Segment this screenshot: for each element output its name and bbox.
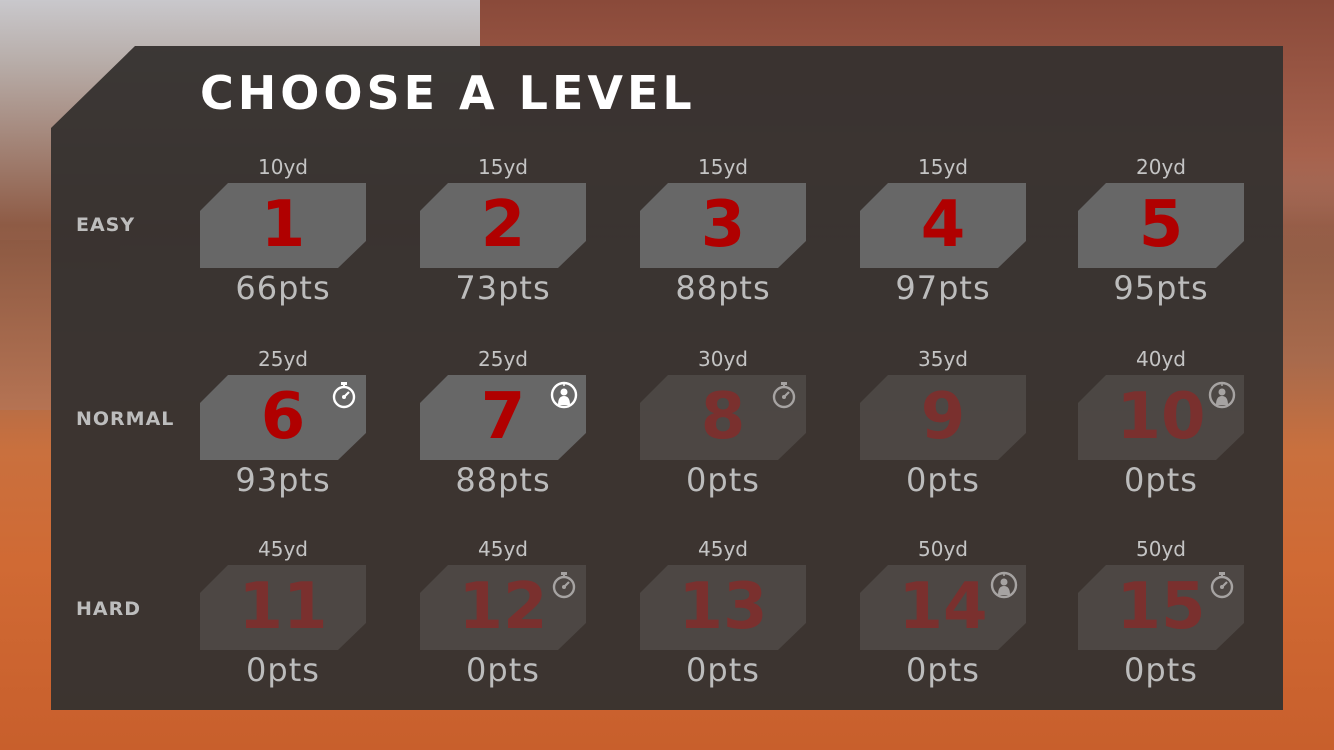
level-button-9[interactable] — [860, 375, 1026, 460]
level-number: 9 — [920, 380, 966, 454]
level-cell: 20yd 5 95pts — [1078, 155, 1244, 333]
difficulty-label: HARD — [76, 598, 142, 620]
level-number: 3 — [700, 188, 746, 262]
stopwatch-icon — [550, 571, 578, 599]
level-number: 11 — [238, 570, 328, 644]
level-points: 97pts — [895, 269, 991, 307]
level-cell: 50yd 15 0pts — [1078, 537, 1244, 715]
level-distance: 45yd — [698, 537, 748, 561]
level-button-5[interactable] — [1078, 183, 1244, 268]
level-distance: 10yd — [258, 155, 308, 179]
level-number: 14 — [898, 570, 988, 644]
level-cell: 25yd 7 88pts — [420, 347, 586, 525]
level-cell: 40yd 10 0pts — [1078, 347, 1244, 525]
level-distance: 50yd — [918, 537, 968, 561]
level-cell: 15yd 3 88pts — [640, 155, 806, 333]
level-button-3[interactable] — [640, 183, 806, 268]
level-number: 2 — [480, 188, 526, 262]
level-points: 88pts — [675, 269, 771, 307]
level-points: 0pts — [906, 461, 980, 499]
page-title: CHOOSE A LEVEL — [200, 66, 696, 120]
level-button-4[interactable] — [860, 183, 1026, 268]
level-button-2[interactable] — [420, 183, 586, 268]
level-button-1[interactable] — [200, 183, 366, 268]
level-points: 0pts — [1124, 651, 1198, 689]
level-cell: 35yd 9 0pts — [860, 347, 1026, 525]
level-number: 4 — [920, 188, 966, 262]
target-person-icon — [1208, 381, 1236, 409]
stopwatch-icon — [330, 381, 358, 409]
level-distance: 40yd — [1136, 347, 1186, 371]
level-number: 10 — [1116, 380, 1206, 454]
level-points: 0pts — [686, 651, 760, 689]
level-cell: 45yd 11 0pts — [200, 537, 366, 715]
stopwatch-icon — [1208, 571, 1236, 599]
level-distance: 25yd — [258, 347, 308, 371]
level-points: 66pts — [235, 269, 331, 307]
level-number: 8 — [700, 380, 746, 454]
level-cell: 25yd 6 93pts — [200, 347, 366, 525]
level-distance: 45yd — [258, 537, 308, 561]
level-distance: 45yd — [478, 537, 528, 561]
level-cell: 45yd 12 0pts — [420, 537, 586, 715]
level-button-14[interactable] — [860, 565, 1026, 650]
level-points: 93pts — [235, 461, 331, 499]
level-distance: 20yd — [1136, 155, 1186, 179]
level-distance: 35yd — [918, 347, 968, 371]
difficulty-label: EASY — [76, 214, 136, 236]
level-cell: 30yd 8 0pts — [640, 347, 806, 525]
level-points: 88pts — [455, 461, 551, 499]
level-button-13[interactable] — [640, 565, 806, 650]
level-number: 12 — [458, 570, 548, 644]
level-distance: 15yd — [698, 155, 748, 179]
level-number: 13 — [678, 570, 768, 644]
level-distance: 50yd — [1136, 537, 1186, 561]
level-number: 7 — [480, 380, 526, 454]
level-number: 1 — [260, 188, 306, 262]
level-button-10[interactable] — [1078, 375, 1244, 460]
level-points: 0pts — [1124, 461, 1198, 499]
level-button-11[interactable] — [200, 565, 366, 650]
target-person-icon — [990, 571, 1018, 599]
level-cell: 10yd 1 66pts — [200, 155, 366, 333]
level-cell: 15yd 2 73pts — [420, 155, 586, 333]
level-distance: 15yd — [478, 155, 528, 179]
level-distance: 25yd — [478, 347, 528, 371]
level-points: 73pts — [455, 269, 551, 307]
target-person-icon — [550, 381, 578, 409]
difficulty-label: NORMAL — [76, 408, 175, 430]
level-cell: 50yd 14 0pts — [860, 537, 1026, 715]
level-number: 5 — [1138, 188, 1184, 262]
level-points: 0pts — [246, 651, 320, 689]
level-cell: 45yd 13 0pts — [640, 537, 806, 715]
level-distance: 15yd — [918, 155, 968, 179]
level-number: 15 — [1116, 570, 1206, 644]
level-points: 95pts — [1113, 269, 1209, 307]
level-distance: 30yd — [698, 347, 748, 371]
level-number: 6 — [260, 380, 306, 454]
level-cell: 15yd 4 97pts — [860, 155, 1026, 333]
level-points: 0pts — [686, 461, 760, 499]
level-points: 0pts — [906, 651, 980, 689]
stopwatch-icon — [770, 381, 798, 409]
level-button-7[interactable] — [420, 375, 586, 460]
level-points: 0pts — [466, 651, 540, 689]
